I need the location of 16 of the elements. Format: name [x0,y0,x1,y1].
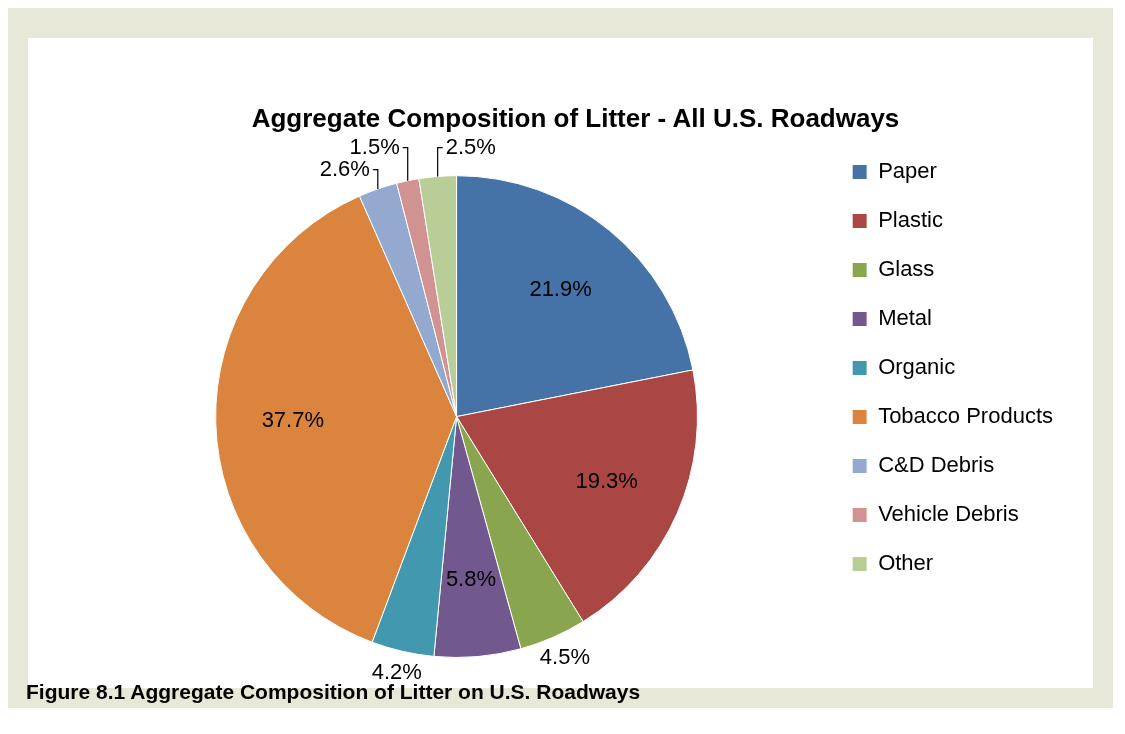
legend-label: Organic [878,354,956,380]
data-label: 4.5% [539,643,591,669]
legend-label: C&D Debris [878,452,995,478]
legend-label: Vehicle Debris [878,501,1019,527]
data-label: 2.5% [445,133,496,159]
chart-title: Aggregate Composition of Litter - All U.S. Roadways [251,102,900,133]
data-label: 37.7% [261,407,325,433]
legend-label: Metal [878,305,932,331]
legend-label: Paper [878,158,937,184]
legend-label: Plastic [878,207,943,233]
legend-label: Tobacco Products [878,403,1053,429]
data-label: 19.3% [575,468,638,494]
legend-label: Other [878,550,934,576]
data-label: 21.9% [529,276,592,302]
legend-label: Glass [878,256,935,282]
data-label: 5.8% [445,565,497,591]
